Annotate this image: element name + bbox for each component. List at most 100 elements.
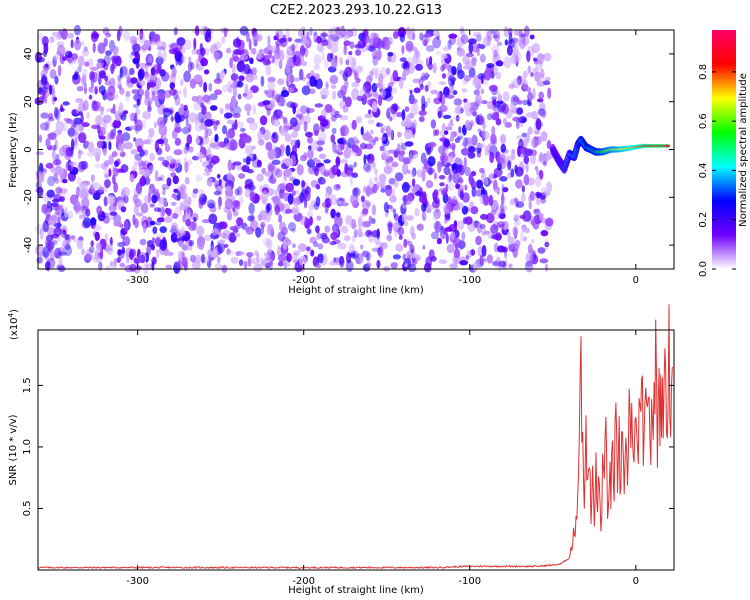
spectrogram-noise-blob xyxy=(374,237,381,245)
spectrogram-noise-blob xyxy=(392,254,401,260)
spectrogram-noise-blob xyxy=(544,263,549,272)
spectrogram-noise-blob xyxy=(487,142,494,155)
spectrogram-noise-blob xyxy=(112,56,117,65)
spectrogram-noise-blob xyxy=(64,50,73,59)
spectrogram-noise-blob xyxy=(110,129,114,139)
spectrogram-noise-blob xyxy=(257,214,262,222)
spectrogram-noise-blob xyxy=(441,53,448,59)
spectrogram-noise-blob xyxy=(147,191,152,204)
spectrogram-noise-blob xyxy=(411,178,416,187)
spectrogram-noise-blob xyxy=(540,131,548,142)
spectrogram-noise-blob xyxy=(313,54,322,66)
spectrogram-noise-blob xyxy=(173,188,179,193)
spectrogram-noise-blob xyxy=(337,242,347,250)
spectrogram-noise-blob xyxy=(313,64,320,71)
spectrogram-noise-blob xyxy=(38,134,43,143)
spectrogram-noise-blob xyxy=(305,131,313,138)
spectrogram-noise-blob xyxy=(404,194,413,205)
spectrogram-noise-blob xyxy=(477,115,485,126)
spectrogram-noise-blob xyxy=(47,227,56,237)
spectrogram-noise-blob xyxy=(83,46,88,53)
spectrogram-noise-blob xyxy=(493,49,498,58)
spectrogram-noise-blob xyxy=(97,106,105,112)
spectrogram-noise-blob xyxy=(217,256,221,264)
spectrogram-noise-blob xyxy=(48,220,54,226)
spectrogram-noise-blob xyxy=(380,89,386,99)
spectrogram-noise-blob xyxy=(547,87,552,99)
spectrogram-noise-blob xyxy=(440,130,444,137)
spectrogram-noise-blob xyxy=(510,53,519,65)
spectrogram-noise-blob xyxy=(386,234,393,242)
spectrogram-noise-blob xyxy=(162,131,167,139)
spectrogram-noise-blob xyxy=(230,82,237,90)
spectrogram-noise-blob xyxy=(44,120,51,126)
spectrogram-noise-blob xyxy=(464,216,473,225)
spectrogram-noise-blob xyxy=(173,27,178,36)
spectrogram-noise-blob xyxy=(238,60,245,66)
spectrogram-noise-blob xyxy=(412,119,417,130)
spectrogram-noise-blob xyxy=(537,108,546,116)
spectrogram-noise-blob xyxy=(207,202,215,209)
spectrogram-noise-blob xyxy=(313,157,318,162)
spectrogram-noise-blob xyxy=(405,40,414,52)
spectrogram-noise-blob xyxy=(141,119,147,129)
spectrogram-noise-blob xyxy=(282,240,288,250)
spectrogram-noise-blob xyxy=(473,89,480,96)
spectrogram-noise-blob xyxy=(465,137,472,144)
spectrogram-noise-blob xyxy=(156,138,165,144)
spectrogram-noise-blob xyxy=(217,141,226,148)
spectrogram-noise-blob xyxy=(203,69,210,75)
spectrogram-noise-blob xyxy=(179,79,184,86)
spectrogram-noise-blob xyxy=(501,220,509,231)
spectrogram-noise-blob xyxy=(59,204,64,210)
spectrogram-noise-blob xyxy=(161,71,170,82)
spectrogram-noise-blob xyxy=(260,190,269,203)
spectrogram-noise-blob xyxy=(174,94,181,107)
spectrogram-noise-blob xyxy=(423,101,428,108)
spectrogram-noise-blob xyxy=(433,172,438,180)
spectrogram-noise-blob xyxy=(469,201,475,208)
spectrogram-noise-blob xyxy=(218,196,222,208)
colorbar-tick-label: 0.8 xyxy=(698,64,709,80)
spectrogram-noise-blob xyxy=(129,249,134,261)
spectrogram-noise-blob xyxy=(509,81,515,88)
spectrogram-noise-blob xyxy=(226,248,231,255)
spectrogram-noise-blob xyxy=(404,129,413,140)
spectrogram-noise-blob xyxy=(341,140,347,146)
spectrogram-noise-blob xyxy=(236,217,244,226)
spectrogram-noise-blob xyxy=(113,219,122,227)
spectrogram-noise-blob xyxy=(427,80,432,87)
spectrogram-noise-blob xyxy=(238,75,245,82)
spectrogram-noise-blob xyxy=(243,260,248,270)
spectrogram-noise-blob xyxy=(314,103,324,108)
spectrogram-noise-blob xyxy=(238,259,244,266)
spectrogram-noise-blob xyxy=(241,222,248,230)
spectrogram-noise-blob xyxy=(226,213,230,220)
spectrogram-noise-blob xyxy=(497,154,507,164)
spectrogram-noise-blob xyxy=(238,173,246,179)
spectrogram-noise-blob xyxy=(73,117,83,125)
spectrogram-noise-blob xyxy=(67,210,74,220)
spectrogram-noise-blob xyxy=(227,159,232,172)
spectrogram-noise-blob xyxy=(496,221,506,228)
spectrogram-noise-blob xyxy=(249,191,255,202)
spectrogram-noise-blob xyxy=(476,48,480,57)
spectrogram-noise-blob xyxy=(333,257,337,262)
spectrogram-noise-blob xyxy=(275,115,285,120)
spectrogram-noise-blob xyxy=(147,105,152,113)
spectrogram-noise-blob xyxy=(379,242,388,250)
spectrogram-noise-blob xyxy=(123,30,131,41)
spectrogram-noise-blob xyxy=(443,205,450,215)
spectrogram-noise-blob xyxy=(386,204,393,210)
spectrogram-noise-blob xyxy=(225,103,230,110)
spectrogram-noise-blob xyxy=(41,203,48,214)
spectrogram-noise-blob xyxy=(60,104,64,112)
spectrogram-noise-blob xyxy=(97,42,106,54)
spectrogram-noise-blob xyxy=(55,186,63,194)
spectrogram-noise-blob xyxy=(201,253,205,264)
spectrogram-noise-blob xyxy=(49,69,57,79)
spectrogram-noise-blob xyxy=(40,112,49,119)
spectrogram-noise-blob xyxy=(222,84,229,92)
spectrogram-noise-blob xyxy=(208,82,213,92)
spectrogram-noise-blob xyxy=(372,33,380,44)
